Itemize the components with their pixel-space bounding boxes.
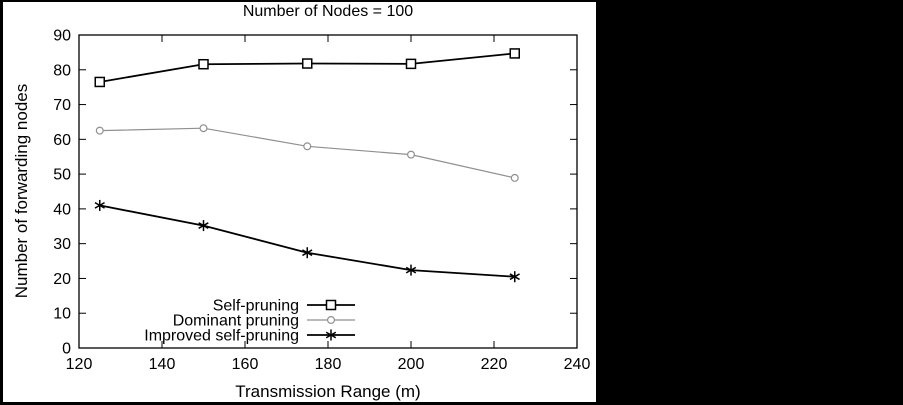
data-point-marker-circle: [407, 150, 416, 159]
data-point-marker-asterisk: [509, 273, 520, 281]
data-point-marker-asterisk: [198, 222, 209, 229]
legend-entry-label: Self-pruning: [213, 298, 299, 315]
data-point-marker-circle: [327, 316, 336, 325]
x-tick-label: 120: [66, 356, 93, 373]
y-tick-label: 50: [53, 167, 71, 184]
data-point-marker-circle: [510, 173, 519, 182]
y-tick-label: 0: [62, 341, 71, 358]
data-point-marker-circle: [95, 126, 104, 135]
y-tick-label: 80: [53, 62, 71, 79]
x-tick-label: 160: [232, 356, 259, 373]
y-tick-label: 20: [53, 271, 71, 288]
data-point-marker-square: [302, 58, 313, 69]
x-axis-label: Transmission Range (m): [235, 382, 421, 401]
data-point-marker-square: [198, 58, 209, 70]
legend-entry-label: Dominant pruning: [173, 313, 299, 330]
x-tick-label: 220: [481, 356, 508, 373]
series-line: [99, 127, 515, 179]
plot-area: 120 140 160 180 200 220 240 0 10 20 30 40 50 60 70 80 90…: [53, 28, 591, 374]
y-tick-label: 40: [53, 201, 71, 218]
data-point-marker-square: [94, 76, 105, 88]
data-point-marker-circle: [303, 142, 312, 151]
legend-entry-label: Improved self-pruning: [144, 328, 299, 345]
data-point-marker-asterisk: [405, 266, 417, 274]
data-point-marker-asterisk: [302, 249, 313, 257]
y-tick-label: 90: [53, 28, 71, 45]
data-point-marker-asterisk: [325, 331, 337, 339]
x-tick-label: 240: [564, 356, 591, 373]
chart-panel: Number of Nodes = 100 Number of forwardi…: [3, 2, 596, 402]
data-point-marker-asterisk: [94, 202, 105, 209]
y-tick-label: 70: [53, 97, 71, 114]
chart-title: Number of Nodes = 100: [242, 3, 414, 20]
x-tick-label: 200: [398, 356, 425, 373]
x-tick-label: 140: [149, 356, 176, 373]
data-point-marker-square: [325, 299, 337, 311]
y-tick-label: 30: [53, 236, 71, 253]
series-line: [99, 204, 515, 278]
data-point-marker-square: [405, 58, 417, 70]
y-tick-label: 10: [53, 306, 71, 323]
data-point-marker-circle: [199, 124, 208, 133]
y-tick-label: 60: [53, 132, 71, 149]
data-point-marker-square: [509, 48, 520, 59]
x-tick-label: 180: [315, 356, 342, 373]
